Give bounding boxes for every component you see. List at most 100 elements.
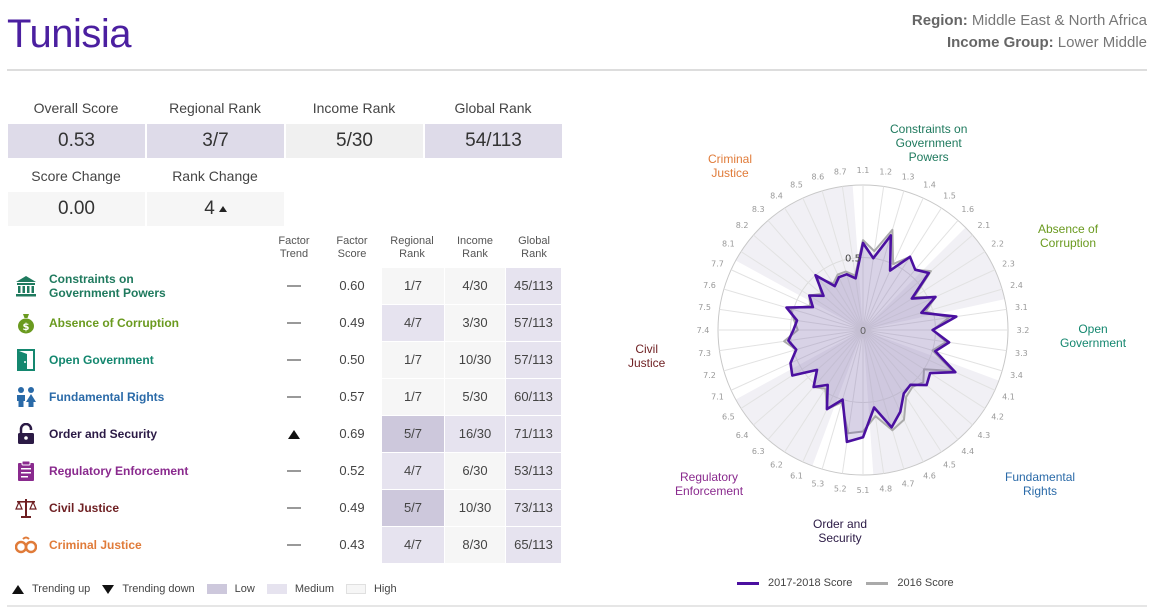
income-rank-cell: 4/30 <box>445 268 505 304</box>
regional-rank-cell: 4/7 <box>382 453 444 489</box>
dimension-label: Regulatory Enforcement <box>675 470 744 498</box>
factor-score: 0.49 <box>339 500 365 515</box>
subfactor-label: 8.4 <box>770 191 783 200</box>
radar-spoke <box>862 329 942 453</box>
table-row: Regulatory Enforcement 0.52 4/7 6/30 53/113 <box>7 453 561 489</box>
radar-spoke <box>862 288 1003 331</box>
factor-name[interactable]: Open Government <box>49 353 154 367</box>
subfactor-label: 5.1 <box>857 486 870 495</box>
triangle-up-icon <box>12 584 24 594</box>
dimension-label: Order and Security <box>813 517 868 545</box>
score-change-label: Score Change <box>31 168 121 184</box>
trend-flat-icon <box>287 507 301 509</box>
factor-name[interactable]: Fundamental Rights <box>49 390 165 404</box>
factor-name[interactable]: Criminal Justice <box>49 538 142 552</box>
regional-rank-cell: 5/7 <box>382 416 444 452</box>
subfactor-label: 3.4 <box>1010 371 1023 380</box>
legend-trending-down: Trending down <box>102 583 195 595</box>
factor-trend <box>274 268 314 304</box>
global-rank-cell: 57/113 <box>506 342 561 378</box>
subfactor-label: 6.2 <box>770 461 783 470</box>
factor-name[interactable]: Constraints on Government Powers <box>49 272 166 300</box>
factor-name[interactable]: Regulatory Enforcement <box>49 464 189 478</box>
subfactor-label: 1.3 <box>902 173 915 182</box>
global-rank-label: Global Rank <box>454 100 532 116</box>
subfactor-label: 2.4 <box>1010 281 1023 290</box>
subfactor-label: 7.6 <box>703 281 716 290</box>
subfactor-label: 4.3 <box>978 431 991 440</box>
country-title: Tunisia <box>7 12 131 56</box>
subfactor-label: 7.2 <box>703 371 716 380</box>
legend-medium: Medium <box>266 583 334 595</box>
subfactor-label: 4.2 <box>991 413 1004 422</box>
radar-spoke <box>862 269 996 331</box>
radar-spoke <box>730 269 864 331</box>
radar-spoke <box>723 288 864 331</box>
subfactor-label: 2.2 <box>991 240 1004 249</box>
subfactor-label: 4.4 <box>961 447 974 456</box>
radar-band <box>863 330 999 475</box>
radar-spoke <box>784 329 864 453</box>
padlock-icon <box>15 422 37 445</box>
global-rank-cell: 71/113 <box>506 416 561 452</box>
factor-trend <box>274 342 314 378</box>
radar-spoke <box>841 186 864 331</box>
radar-band <box>863 227 1005 330</box>
income-line: Income Group: Lower Middle <box>946 34 1147 51</box>
regional-rank-cell: 1/7 <box>382 379 444 415</box>
table-row: Civil Justice 0.49 5/7 10/30 73/113 <box>7 490 561 526</box>
factor-trend <box>274 416 314 452</box>
factor-score: 0.60 <box>339 278 365 293</box>
radar-spoke <box>862 207 942 331</box>
factor-name[interactable]: Absence of Corruption <box>49 316 180 330</box>
subfactor-label: 5.2 <box>834 484 847 493</box>
rank-change-label: Rank Change <box>172 168 258 184</box>
region-line: Region: Middle East & North Africa <box>911 12 1147 29</box>
subfactor-label: 2.3 <box>1002 260 1015 269</box>
radar-spoke <box>767 329 864 440</box>
bottom-divider <box>7 605 1147 607</box>
radar-spoke <box>862 329 996 391</box>
subfactor-label: 1.1 <box>857 166 870 175</box>
subfactor-label: 1.6 <box>961 205 974 214</box>
income-rank-cell: 6/30 <box>445 453 505 489</box>
radar-spoke <box>862 329 973 426</box>
radar-spoke <box>862 220 959 331</box>
subfactor-label: 7.4 <box>697 326 710 335</box>
dimension-label: Open Government <box>1060 322 1127 350</box>
factor-score: 0.50 <box>339 352 365 367</box>
factor-score: 0.52 <box>339 463 365 478</box>
trend-flat-icon <box>287 285 301 287</box>
svg-text:$: $ <box>23 322 30 333</box>
dimension-label: Civil Justice <box>628 342 666 370</box>
subfactor-label: 3.2 <box>1017 326 1030 335</box>
subfactor-label: 6.3 <box>752 447 765 456</box>
center-label: 0 <box>860 326 866 337</box>
radar-spoke <box>719 329 864 352</box>
ring-label: 0.5 <box>845 254 861 265</box>
radar-spoke <box>802 329 864 463</box>
income-rank-cell: 10/30 <box>445 342 505 378</box>
income-value: Lower Middle <box>1057 34 1147 51</box>
triangle-down-icon <box>102 584 115 594</box>
radar-spoke <box>802 197 864 331</box>
subfactor-label: 4.6 <box>923 472 936 481</box>
factor-score: 0.57 <box>339 389 365 404</box>
header-factor-trend: Factor Trend <box>278 235 310 260</box>
table-row: Order and Security 0.69 5/7 16/30 71/113 <box>7 416 561 452</box>
rank-up-icon <box>218 206 227 212</box>
radar-spoke <box>719 308 864 331</box>
factor-name[interactable]: Order and Security <box>49 427 158 441</box>
series-2017-2018 <box>785 234 958 444</box>
factor-name[interactable]: Civil Justice <box>49 501 120 515</box>
regional-rank-value: 3/7 <box>147 124 284 158</box>
global-rank-cell: 57/113 <box>506 305 561 341</box>
subfactor-label: 4.8 <box>879 484 892 493</box>
radar-spoke <box>862 329 885 474</box>
radar-spoke <box>753 234 864 331</box>
dimension-label: Absence of Corruption <box>1038 222 1099 250</box>
subfactor-label: 1.4 <box>923 181 936 190</box>
income-rank-cell: 8/30 <box>445 527 505 563</box>
factor-score: 0.43 <box>339 537 365 552</box>
trend-flat-icon <box>287 470 301 472</box>
